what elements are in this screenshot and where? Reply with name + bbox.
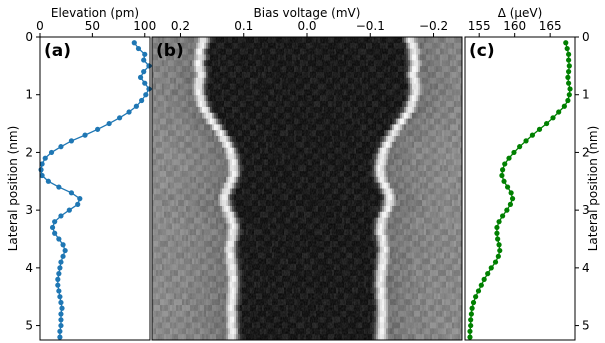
elevation-point xyxy=(95,126,101,132)
elevation-point xyxy=(57,334,63,340)
panel-a-xtick-label: 100 xyxy=(133,19,156,33)
panel-a-ticks: 0 50 100 0 1 2 3 4 5 xyxy=(25,19,156,333)
elevation-point xyxy=(57,265,63,271)
panel-a-ytick-label: 1 xyxy=(25,88,33,102)
elevation-point xyxy=(42,155,48,161)
elevation-point xyxy=(45,178,51,184)
panel-a-xtick-label: 50 xyxy=(85,19,100,33)
elevation-point xyxy=(39,161,45,167)
elevation-point xyxy=(60,242,66,248)
elevation-point xyxy=(142,80,148,86)
elevation-point xyxy=(49,224,56,231)
elevation-point xyxy=(58,322,64,329)
elevation-point xyxy=(133,103,139,109)
elevation-point xyxy=(77,196,83,202)
elevation-point xyxy=(56,271,62,277)
elevation-point xyxy=(131,40,137,46)
elevation-point xyxy=(56,288,62,294)
elevation-point xyxy=(59,305,65,311)
elevation-point xyxy=(141,57,147,63)
elevation-point xyxy=(39,172,45,179)
elevation-point xyxy=(135,45,142,52)
panel-a-xtick-label: 0 xyxy=(36,19,44,33)
panel-b-spectra: 0.2 0.1 0.0 −0.1 −0.2 (b) Bias voltage (mV) xyxy=(151,6,463,341)
panel-a-ytick-label: 3 xyxy=(25,203,33,217)
elevation-point xyxy=(141,69,147,75)
elevation-point xyxy=(58,144,64,150)
elevation-point xyxy=(146,63,152,69)
elevation-point xyxy=(126,109,132,115)
elevation-point xyxy=(48,149,55,156)
elevation-point xyxy=(52,230,58,236)
elevation-point xyxy=(57,294,63,300)
elevation-point xyxy=(139,97,145,104)
elevation-point xyxy=(106,120,112,127)
elevation-point xyxy=(52,219,58,225)
elevation-point xyxy=(142,51,148,57)
elevation-point xyxy=(137,74,144,80)
series-elevation-line xyxy=(40,42,150,338)
elevation-point xyxy=(143,92,149,98)
elevation-point xyxy=(66,207,72,213)
elevation-point xyxy=(62,247,68,254)
elevation-point xyxy=(146,86,152,92)
series-elevation-points xyxy=(38,40,152,340)
elevation-point xyxy=(58,311,64,317)
panel-a-frame xyxy=(39,36,151,341)
elevation-point xyxy=(68,190,75,196)
panel-a-ylabel: Lateral position (nm) xyxy=(6,126,20,252)
panel-a-ytick-label: 2 xyxy=(25,145,33,159)
panel-a-ytick-label: 5 xyxy=(25,319,33,333)
elevation-point xyxy=(68,138,75,144)
panel-a-elevation: 0 50 100 0 1 2 3 4 5 (a) Elevation (pm) Lateral … xyxy=(6,6,156,341)
elevation-point xyxy=(58,259,64,265)
elevation-point xyxy=(38,167,44,173)
elevation-point xyxy=(58,317,64,323)
elevation-point xyxy=(55,276,61,282)
elevation-point xyxy=(56,184,62,190)
panel-a-ytick-label: 4 xyxy=(25,261,33,275)
elevation-point xyxy=(117,115,123,121)
elevation-point xyxy=(82,132,88,138)
panel-a-ytick-label: 0 xyxy=(25,30,33,44)
elevation-point xyxy=(58,213,64,219)
panel-a-xlabel: Elevation (pm) xyxy=(51,6,139,20)
panel-a-label: (a) xyxy=(44,41,71,61)
elevation-point xyxy=(57,328,63,334)
elevation-point xyxy=(75,201,81,207)
elevation-point xyxy=(55,282,61,288)
elevation-point xyxy=(56,236,62,242)
elevation-point xyxy=(58,299,64,306)
elevation-point xyxy=(60,253,66,259)
